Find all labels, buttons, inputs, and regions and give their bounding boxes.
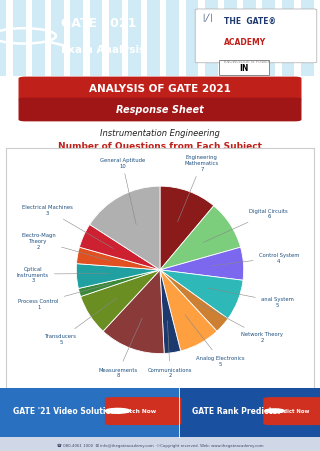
Wedge shape bbox=[90, 187, 160, 270]
Wedge shape bbox=[160, 270, 243, 319]
Bar bbox=[0, 388, 179, 437]
Text: Communications
2: Communications 2 bbox=[148, 321, 192, 377]
FancyBboxPatch shape bbox=[195, 10, 317, 64]
Text: Measurements
8: Measurements 8 bbox=[99, 318, 142, 377]
Text: GATE '21 Video Solutions: GATE '21 Video Solutions bbox=[13, 406, 121, 415]
Wedge shape bbox=[160, 206, 241, 270]
Wedge shape bbox=[78, 270, 160, 297]
Text: ACADEMY: ACADEMY bbox=[224, 38, 266, 47]
Text: GATE Rank Predictor: GATE Rank Predictor bbox=[192, 406, 281, 415]
Bar bbox=[0, 437, 320, 451]
Text: Electro-Magn
Theory
2: Electro-Magn Theory 2 bbox=[21, 233, 109, 261]
Text: Number of Questions from Each Subject: Number of Questions from Each Subject bbox=[58, 142, 262, 151]
Text: ☎ 080-4061 1000  ✉ info@thegateacademy.com  ©Copyright reserved. Web: www.thegat: ☎ 080-4061 1000 ✉ info@thegateacademy.co… bbox=[57, 442, 263, 447]
FancyBboxPatch shape bbox=[19, 78, 301, 101]
Wedge shape bbox=[160, 270, 228, 331]
Text: THE  GATE®: THE GATE® bbox=[224, 17, 276, 26]
Text: KNOWLEDGE IS POWER: KNOWLEDGE IS POWER bbox=[224, 60, 270, 64]
Text: GATE 2021: GATE 2021 bbox=[61, 17, 136, 30]
Wedge shape bbox=[103, 270, 164, 354]
Wedge shape bbox=[81, 270, 160, 331]
Text: Control System
4: Control System 4 bbox=[211, 253, 299, 266]
Text: anal System
5: anal System 5 bbox=[208, 289, 294, 308]
FancyBboxPatch shape bbox=[219, 61, 269, 75]
Bar bbox=[179, 388, 320, 437]
Wedge shape bbox=[160, 187, 214, 270]
Text: Optical
Instruments
3: Optical Instruments 3 bbox=[17, 266, 109, 283]
Text: │╱│: │╱│ bbox=[202, 14, 214, 22]
Text: ANALYSIS OF GATE 2021: ANALYSIS OF GATE 2021 bbox=[89, 83, 231, 93]
Wedge shape bbox=[160, 248, 244, 281]
Text: Instrumentation Engineering: Instrumentation Engineering bbox=[100, 129, 220, 138]
FancyBboxPatch shape bbox=[19, 99, 301, 121]
Wedge shape bbox=[76, 264, 160, 289]
Text: Exam Analysis: Exam Analysis bbox=[61, 45, 145, 55]
Circle shape bbox=[265, 409, 284, 413]
Circle shape bbox=[106, 409, 130, 413]
Text: General Aptitude
10: General Aptitude 10 bbox=[100, 158, 145, 225]
Wedge shape bbox=[76, 248, 160, 270]
Text: Electrical Machines
3: Electrical Machines 3 bbox=[21, 205, 113, 249]
Text: Engineering
Mathematics
7: Engineering Mathematics 7 bbox=[178, 155, 219, 222]
FancyBboxPatch shape bbox=[264, 398, 320, 424]
Text: Response Sheet: Response Sheet bbox=[116, 105, 204, 115]
Wedge shape bbox=[160, 270, 181, 354]
Text: Predict Now: Predict Now bbox=[273, 409, 309, 414]
Text: Process Control
1: Process Control 1 bbox=[18, 284, 111, 309]
Text: IN: IN bbox=[239, 64, 249, 73]
Text: Transducers
5: Transducers 5 bbox=[45, 298, 117, 344]
Wedge shape bbox=[160, 270, 217, 351]
Wedge shape bbox=[79, 225, 160, 270]
FancyBboxPatch shape bbox=[106, 398, 181, 424]
Text: Digital Circuits
6: Digital Circuits 6 bbox=[203, 208, 288, 243]
Text: Analog Electronics
5: Analog Electronics 5 bbox=[185, 315, 244, 366]
Text: Network Theory
2: Network Theory 2 bbox=[199, 304, 283, 342]
Text: Watch Now: Watch Now bbox=[119, 409, 156, 414]
